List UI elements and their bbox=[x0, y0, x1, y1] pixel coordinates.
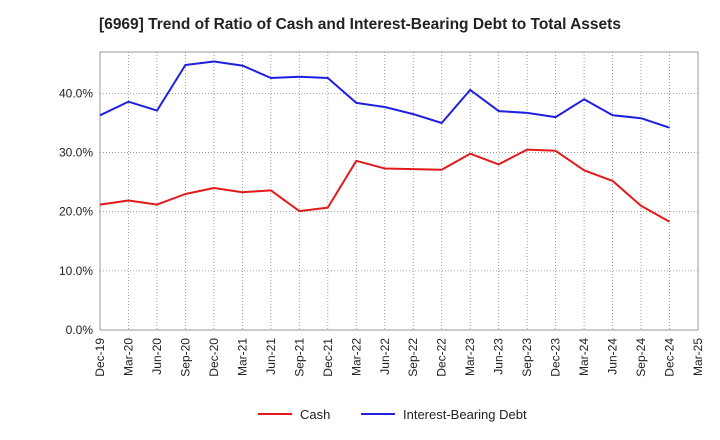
x-tick-label: Sep-21 bbox=[292, 338, 306, 377]
x-tick-label: Mar-23 bbox=[463, 338, 477, 376]
x-tick-label: Mar-24 bbox=[577, 338, 591, 376]
x-tick-label: Jun-21 bbox=[264, 338, 278, 375]
x-tick-label: Mar-25 bbox=[691, 338, 705, 376]
x-tick-label: Mar-21 bbox=[235, 338, 249, 376]
x-tick-label: Dec-20 bbox=[207, 338, 221, 377]
x-tick-label: Dec-24 bbox=[663, 338, 677, 377]
x-tick-label: Sep-24 bbox=[634, 338, 648, 377]
x-tick-label: Sep-22 bbox=[406, 338, 420, 377]
x-tick-label: Sep-20 bbox=[178, 338, 192, 377]
x-tick-label: Dec-23 bbox=[549, 338, 563, 377]
x-tick-label: Dec-22 bbox=[435, 338, 449, 377]
x-tick-label: Mar-22 bbox=[349, 338, 363, 376]
x-tick-label: Mar-20 bbox=[121, 338, 135, 376]
y-tick-label: 20.0% bbox=[59, 205, 93, 219]
legend-label: Cash bbox=[300, 407, 330, 422]
y-tick-label: 0.0% bbox=[66, 323, 94, 337]
x-tick-label: Jun-22 bbox=[378, 338, 392, 375]
x-tick-label: Sep-23 bbox=[520, 338, 534, 377]
legend-label: Interest-Bearing Debt bbox=[403, 407, 527, 422]
x-tick-label: Dec-19 bbox=[93, 338, 107, 377]
y-tick-label: 40.0% bbox=[59, 86, 93, 100]
x-tick-label: Jun-23 bbox=[492, 338, 506, 375]
y-tick-label: 30.0% bbox=[59, 146, 93, 160]
legend-layer: Cash Interest-Bearing Debt bbox=[258, 407, 527, 422]
series-line bbox=[99, 60, 670, 129]
chart-title: [6969] Trend of Ratio of Cash and Intere… bbox=[99, 16, 621, 33]
grid-layer bbox=[99, 52, 699, 331]
x-tick-label: Dec-21 bbox=[321, 338, 335, 377]
axis-layer: 0.0% 10.0% 20.0% 30.0% 40.0% Dec-19 Mar-20 Jun-… bbox=[59, 51, 705, 377]
x-tick-label: Jun-20 bbox=[150, 338, 164, 375]
plot-frame bbox=[99, 51, 699, 331]
series-layer bbox=[99, 60, 670, 223]
series-line bbox=[99, 148, 670, 223]
y-tick-label: 10.0% bbox=[59, 264, 93, 278]
x-tick-label: Jun-24 bbox=[606, 338, 620, 375]
